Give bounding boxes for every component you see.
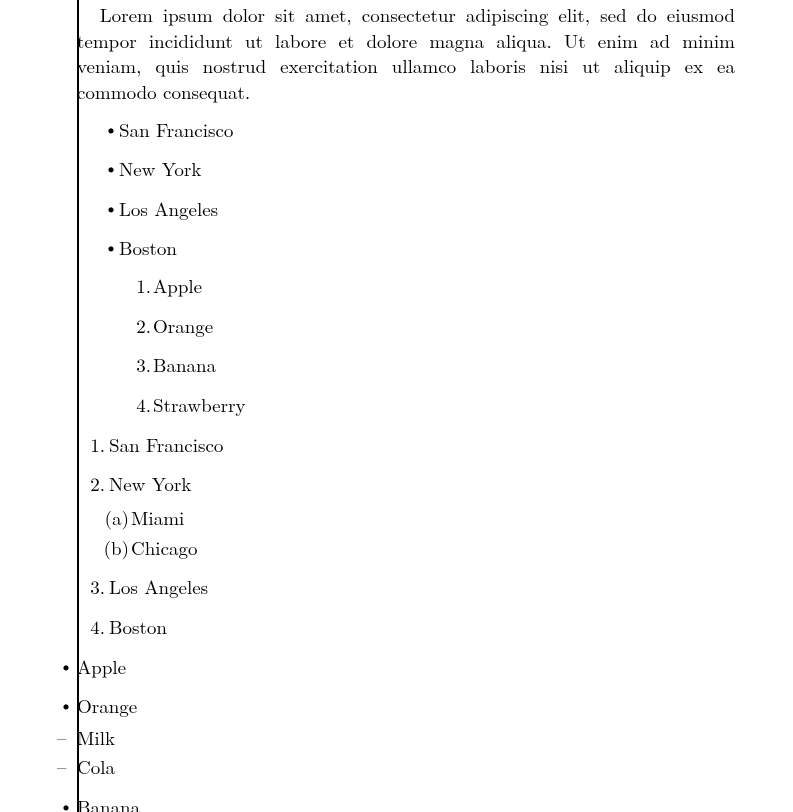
list-item-label: Boston <box>119 234 177 261</box>
list-item-label: Miami <box>131 504 184 531</box>
list-item-label: Chicago <box>131 534 198 561</box>
list-item-label: Apple <box>153 272 202 299</box>
list-item: Miami <box>131 505 735 531</box>
fruits-numbered-nested-list: Apple Orange Banana Strawberry <box>119 273 735 418</box>
list-item-label: Milk <box>77 724 115 751</box>
list-item: Boston Apple Orange Banana Strawberry <box>119 235 735 417</box>
cities-alpha-sublist: Miami Chicago <box>109 505 735 560</box>
list-item: Banana <box>153 352 735 378</box>
list-item: Strawberry <box>153 392 735 418</box>
list-item-label: Orange <box>153 312 213 339</box>
cities-numbered-list: San Francisco New York Miami Chicago Los… <box>77 432 735 640</box>
drinks-dash-sublist: Milk Cola <box>77 725 735 780</box>
document-content: Lorem ipsum dolor sit amet, consectetur … <box>77 2 735 812</box>
list-item: Cola <box>77 754 735 780</box>
list-item-label: Strawberry <box>153 391 246 418</box>
list-item: Banana <box>77 794 735 812</box>
list-item-label: San Francisco <box>109 431 223 458</box>
list-item-label: Los Angeles <box>109 573 208 600</box>
list-item-label: Orange <box>77 692 137 719</box>
list-item: Apple <box>153 273 735 299</box>
list-item-label: Boston <box>109 613 167 640</box>
list-item-label: New York <box>119 155 201 182</box>
list-item: Orange Milk Cola <box>77 693 735 780</box>
list-item: New York Miami Chicago <box>109 471 735 560</box>
list-item: Los Angeles <box>119 196 735 222</box>
list-item-label: New York <box>109 470 191 497</box>
list-item: Los Angeles <box>109 574 735 600</box>
list-item-label: Cola <box>77 753 115 780</box>
document-page: Lorem ipsum dolor sit amet, consectetur … <box>0 0 793 812</box>
list-item-label: Banana <box>153 351 216 378</box>
list-item: Orange <box>153 313 735 339</box>
fruits-bulleted-list: Apple Orange Milk Cola Banana Strawberry <box>77 654 735 812</box>
list-item-label: San Francisco <box>119 116 233 143</box>
list-item: Boston <box>109 614 735 640</box>
list-item: San Francisco <box>109 432 735 458</box>
cities-bulleted-list: San Francisco New York Los Angeles Bosto… <box>77 117 735 418</box>
list-item-label: Apple <box>77 653 126 680</box>
list-item: New York <box>119 156 735 182</box>
intro-paragraph: Lorem ipsum dolor sit amet, consectetur … <box>77 2 735 105</box>
list-item: Milk <box>77 725 735 751</box>
list-item-label: Banana <box>77 793 140 812</box>
list-item-label: Los Angeles <box>119 195 218 222</box>
list-item: Apple <box>77 654 735 680</box>
list-item: San Francisco <box>119 117 735 143</box>
list-item: Chicago <box>131 535 735 561</box>
